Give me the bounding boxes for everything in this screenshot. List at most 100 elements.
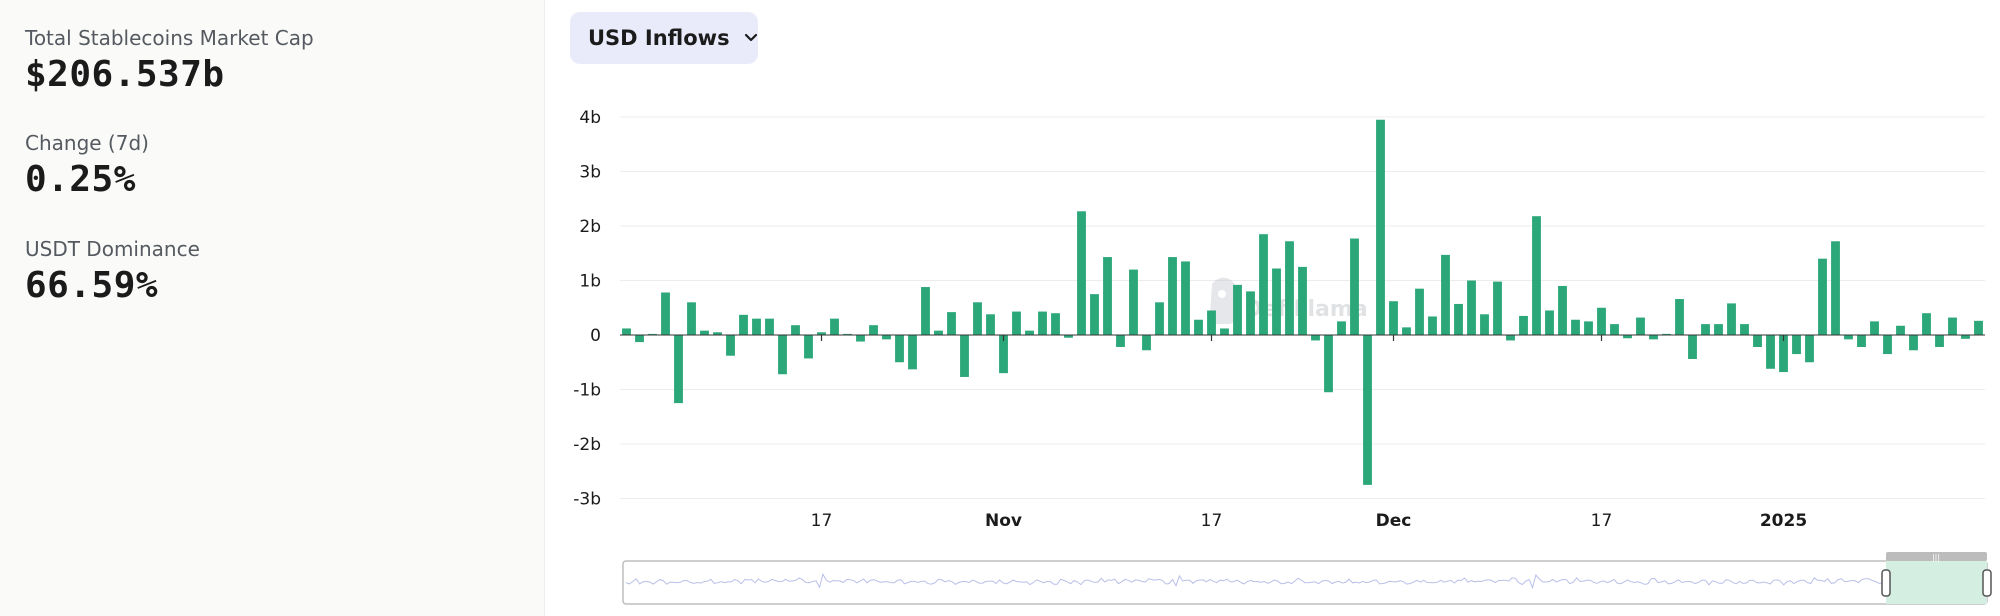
bar[interactable] — [1857, 335, 1866, 347]
bar[interactable] — [1883, 335, 1892, 355]
bar[interactable] — [1506, 335, 1515, 341]
bar[interactable] — [882, 335, 891, 340]
bar[interactable] — [1818, 258, 1827, 335]
bar[interactable] — [1324, 335, 1333, 393]
bar[interactable] — [778, 335, 787, 375]
bar[interactable] — [1363, 335, 1372, 485]
bar[interactable] — [934, 330, 943, 335]
bar[interactable] — [908, 335, 917, 370]
bar[interactable] — [1090, 294, 1099, 336]
bar[interactable] — [1935, 335, 1944, 347]
bar[interactable] — [700, 330, 709, 335]
bar[interactable] — [1454, 303, 1463, 335]
bar[interactable] — [1727, 303, 1736, 335]
bar[interactable] — [960, 335, 969, 377]
bar[interactable] — [1168, 257, 1177, 335]
bar[interactable] — [1415, 288, 1424, 335]
bar[interactable] — [1961, 335, 1970, 339]
bar[interactable] — [752, 318, 761, 335]
bar[interactable] — [921, 287, 930, 335]
bar[interactable] — [687, 302, 696, 335]
bar[interactable] — [1597, 307, 1606, 335]
bar[interactable] — [869, 325, 878, 335]
bar[interactable] — [1831, 241, 1840, 335]
bar[interactable] — [1571, 319, 1580, 335]
bar[interactable] — [791, 325, 800, 335]
chart-brush[interactable]: ||| — [622, 552, 1992, 605]
bar[interactable] — [1376, 119, 1385, 335]
bar[interactable] — [973, 302, 982, 335]
bar[interactable] — [1688, 335, 1697, 359]
bar[interactable] — [1480, 314, 1489, 335]
bar[interactable] — [1675, 299, 1684, 335]
bar[interactable] — [1844, 335, 1853, 340]
brush-drag-bar[interactable] — [1886, 552, 1987, 561]
bar[interactable] — [1701, 324, 1710, 335]
bar[interactable] — [1311, 335, 1320, 341]
metric-dropdown-button[interactable]: USD Inflows — [570, 12, 758, 64]
bar[interactable] — [1792, 335, 1801, 355]
bar[interactable] — [1025, 330, 1034, 335]
bar[interactable] — [1350, 238, 1359, 335]
bar[interactable] — [1259, 234, 1268, 336]
bar[interactable] — [1623, 335, 1632, 339]
bar[interactable] — [1077, 211, 1086, 335]
bar[interactable] — [1922, 313, 1931, 335]
bar[interactable] — [986, 314, 995, 335]
bar[interactable] — [1766, 335, 1775, 369]
bar[interactable] — [1467, 280, 1476, 336]
bar[interactable] — [1610, 324, 1619, 335]
bar[interactable] — [1129, 269, 1138, 335]
bar[interactable] — [1896, 325, 1905, 336]
bar[interactable] — [1909, 335, 1918, 351]
bar[interactable] — [739, 314, 748, 335]
bar[interactable] — [1558, 285, 1567, 335]
brush-handle-right[interactable] — [1982, 569, 1992, 597]
brush-selection[interactable] — [1886, 561, 1987, 604]
bar[interactable] — [1441, 254, 1450, 335]
bar[interactable] — [1974, 320, 1983, 335]
bar[interactable] — [1948, 317, 1957, 335]
bar[interactable] — [1753, 335, 1762, 347]
bar[interactable] — [1402, 327, 1411, 335]
bar[interactable] — [1337, 321, 1346, 336]
bar[interactable] — [1493, 281, 1502, 335]
bar[interactable] — [1519, 315, 1528, 335]
bar[interactable] — [999, 335, 1008, 374]
bar[interactable] — [661, 292, 670, 335]
bar[interactable] — [1181, 261, 1190, 336]
bar[interactable] — [843, 333, 852, 335]
bar[interactable] — [1233, 284, 1242, 335]
bar[interactable] — [648, 333, 657, 335]
bar[interactable] — [1805, 335, 1814, 363]
bar[interactable] — [895, 335, 904, 363]
bar[interactable] — [765, 318, 774, 335]
bar[interactable] — [1012, 311, 1021, 335]
bar[interactable] — [1220, 328, 1229, 335]
bar[interactable] — [1298, 266, 1307, 336]
bar[interactable] — [1714, 324, 1723, 335]
bar[interactable] — [1532, 216, 1541, 335]
bar[interactable] — [1779, 335, 1788, 373]
bar[interactable] — [726, 335, 735, 356]
bar[interactable] — [1389, 301, 1398, 335]
bar[interactable] — [1207, 310, 1216, 336]
bar[interactable] — [1649, 335, 1658, 340]
bar[interactable] — [1428, 316, 1437, 335]
bar[interactable] — [1051, 313, 1060, 335]
bar[interactable] — [817, 332, 826, 335]
bar[interactable] — [1870, 321, 1879, 336]
bar[interactable] — [856, 335, 865, 342]
bar[interactable] — [1545, 310, 1554, 336]
bar[interactable] — [1740, 324, 1749, 335]
bar[interactable] — [1272, 268, 1281, 335]
bar[interactable] — [1246, 291, 1255, 335]
bar[interactable] — [1064, 335, 1073, 338]
bar[interactable] — [1285, 241, 1294, 335]
bar[interactable] — [1584, 321, 1593, 336]
bar[interactable] — [713, 332, 722, 335]
bar[interactable] — [1636, 317, 1645, 335]
bar[interactable] — [674, 335, 683, 404]
bar[interactable] — [1142, 335, 1151, 351]
bar[interactable] — [1103, 257, 1112, 335]
